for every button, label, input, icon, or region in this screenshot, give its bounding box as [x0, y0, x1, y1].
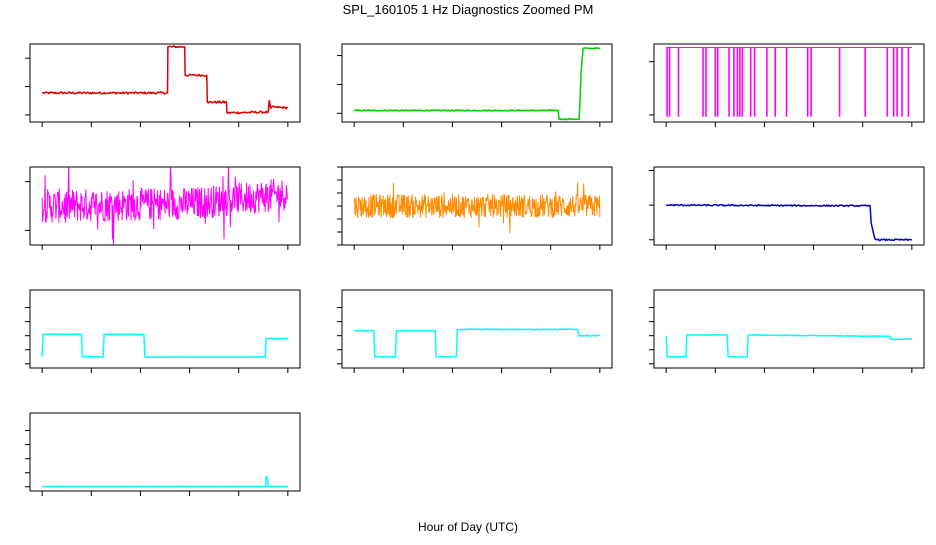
panel-frame — [29, 412, 301, 492]
series-line — [353, 47, 600, 121]
series-licor_temp — [666, 47, 912, 117]
series-line — [42, 476, 288, 488]
panel-frame — [29, 43, 301, 123]
series-co2 — [41, 45, 289, 115]
series-line — [353, 182, 601, 234]
panel-frame — [341, 43, 613, 123]
panel-frame — [341, 166, 613, 246]
series-box_temp — [41, 167, 289, 245]
series-pressure — [353, 47, 600, 121]
panel-line2 — [337, 289, 613, 373]
series-line — [666, 203, 912, 242]
panel-frame — [29, 166, 301, 246]
panel-licor_temp — [649, 43, 925, 127]
panel-frame — [341, 289, 613, 369]
panel-frame — [653, 289, 925, 369]
panel-frame — [29, 289, 301, 369]
panel-frame — [653, 43, 925, 123]
series-line2 — [354, 328, 601, 358]
panel-line1 — [25, 289, 301, 373]
panel-box_temp — [25, 166, 301, 250]
series-rh — [353, 182, 601, 234]
series-line — [665, 333, 912, 358]
series-sample_flow — [666, 203, 912, 242]
series-line — [41, 333, 288, 359]
panel-co2 — [25, 43, 301, 127]
series-line — [41, 45, 289, 115]
series-line — [354, 328, 601, 358]
panel-pressure — [337, 43, 613, 127]
figure-xlabel: Hour of Day (UTC) — [418, 520, 518, 534]
panel-line4 — [25, 412, 301, 496]
panel-sample_flow — [649, 166, 925, 250]
panel-frame — [653, 166, 925, 246]
series-line3 — [665, 333, 912, 358]
series-line1 — [41, 333, 288, 359]
panel-rh — [337, 166, 613, 250]
figure-title: SPL_160105 1 Hz Diagnostics Zoomed PM — [343, 2, 594, 17]
series-line — [41, 167, 289, 245]
panel-line3 — [649, 289, 925, 373]
series-line4 — [42, 476, 288, 488]
